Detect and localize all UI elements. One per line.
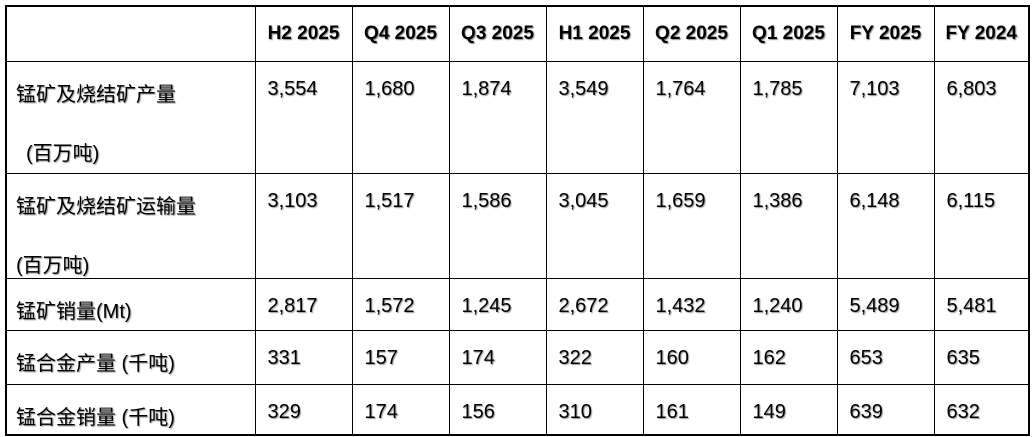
value-cell: 639 — [836, 383, 935, 436]
value-cell: 1,874 — [448, 60, 547, 174]
value-cell: 2,817 — [254, 277, 353, 331]
value-cell: 7,103 — [836, 60, 935, 174]
value-cell: 157 — [351, 329, 450, 385]
value-cell: 6,803 — [933, 60, 1030, 174]
table-row-ore-transport: 锰矿及烧结矿运输量 (百万吨) 3,103 1,517 1,586 3,045 … — [5, 172, 1030, 279]
row-label-unit: (百万吨) — [26, 142, 100, 165]
value-cell: 3,554 — [254, 60, 353, 174]
row-label-text: 锰合金产量 (千吨) — [16, 352, 175, 375]
row-label: 锰矿销量(Mt) — [5, 277, 256, 331]
value-cell: 1,764 — [642, 60, 741, 174]
value-cell: 1,572 — [351, 277, 450, 331]
row-label-unit: (百万吨) — [16, 254, 90, 277]
header-cell-q4-2025: Q4 2025 — [351, 5, 450, 62]
row-label: 锰矿及烧结矿产量 (百万吨) — [5, 60, 256, 174]
value-cell: 1,586 — [448, 172, 547, 279]
row-label-text: 锰合金销量 (千吨) — [16, 406, 175, 429]
value-cell: 1,517 — [351, 172, 450, 279]
value-cell: 174 — [448, 329, 547, 385]
header-cell-fy-2024: FY 2024 — [933, 5, 1030, 62]
value-cell: 1,432 — [642, 277, 741, 331]
value-cell: 6,115 — [933, 172, 1030, 279]
row-label: 锰矿及烧结矿运输量 (百万吨) — [5, 172, 256, 279]
value-cell: 2,672 — [545, 277, 644, 331]
value-cell: 5,489 — [836, 277, 935, 331]
header-row: H2 2025 Q4 2025 Q3 2025 H1 2025 Q2 2025 … — [5, 5, 1030, 62]
value-cell: 160 — [642, 329, 741, 385]
value-cell: 1,785 — [739, 60, 838, 174]
value-cell: 1,680 — [351, 60, 450, 174]
header-cell-q1-2025: Q1 2025 — [739, 5, 838, 62]
value-cell: 653 — [836, 329, 935, 385]
table-row-alloy-production: 锰合金产量 (千吨) 331 157 174 322 160 162 653 6… — [5, 329, 1030, 385]
header-cell-q3-2025: Q3 2025 — [448, 5, 547, 62]
production-sales-table: H2 2025 Q4 2025 Q3 2025 H1 2025 Q2 2025 … — [5, 5, 1030, 436]
table-row-ore-production: 锰矿及烧结矿产量 (百万吨) 3,554 1,680 1,874 3,549 1… — [5, 60, 1030, 174]
value-cell: 156 — [448, 383, 547, 436]
header-cell-h1-2025: H1 2025 — [545, 5, 644, 62]
value-cell: 3,549 — [545, 60, 644, 174]
value-cell: 632 — [933, 383, 1030, 436]
row-label-text: 锰矿销量(Mt) — [16, 300, 132, 323]
value-cell: 6,148 — [836, 172, 935, 279]
value-cell: 322 — [545, 329, 644, 385]
value-cell: 3,103 — [254, 172, 353, 279]
value-cell: 635 — [933, 329, 1030, 385]
row-label: 锰合金产量 (千吨) — [5, 329, 256, 385]
row-label-text: 锰矿及烧结矿产量 — [16, 83, 176, 106]
row-label-text: 锰矿及烧结矿运输量 — [16, 195, 196, 218]
value-cell: 331 — [254, 329, 353, 385]
value-cell: 1,386 — [739, 172, 838, 279]
value-cell: 1,245 — [448, 277, 547, 331]
value-cell: 310 — [545, 383, 644, 436]
header-cell-q2-2025: Q2 2025 — [642, 5, 741, 62]
value-cell: 174 — [351, 383, 450, 436]
header-cell-empty — [5, 5, 256, 62]
header-cell-h2-2025: H2 2025 — [254, 5, 353, 62]
value-cell: 161 — [642, 383, 741, 436]
value-cell: 162 — [739, 329, 838, 385]
row-label: 锰合金销量 (千吨) — [5, 383, 256, 436]
table-row-ore-sales: 锰矿销量(Mt) 2,817 1,572 1,245 2,672 1,432 1… — [5, 277, 1030, 331]
value-cell: 329 — [254, 383, 353, 436]
header-cell-fy-2025: FY 2025 — [836, 5, 935, 62]
value-cell: 5,481 — [933, 277, 1030, 331]
table-row-alloy-sales: 锰合金销量 (千吨) 329 174 156 310 161 149 639 6… — [5, 383, 1030, 436]
value-cell: 3,045 — [545, 172, 644, 279]
value-cell: 149 — [739, 383, 838, 436]
value-cell: 1,240 — [739, 277, 838, 331]
value-cell: 1,659 — [642, 172, 741, 279]
